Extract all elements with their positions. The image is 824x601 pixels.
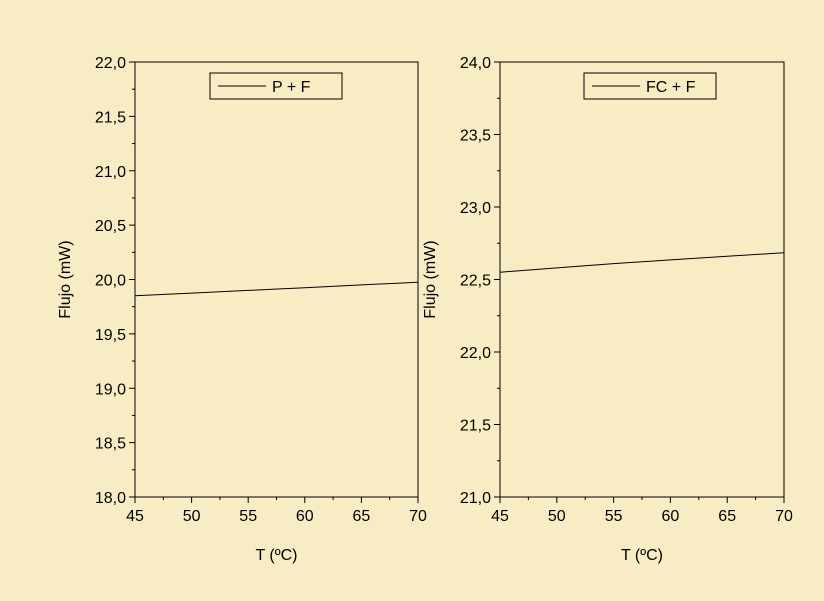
x-tick-label: 60	[296, 508, 314, 525]
plot-area-frame	[134, 61, 419, 498]
chart-flujo-p-f: 45 50 55 60 65 70 18,0 18,5 19,0 19,5 20,0 20,5 21,0…	[57, 55, 427, 564]
x-tick-label: 70	[775, 508, 793, 525]
y-tick-label: 19,5	[95, 327, 126, 344]
y-tick-label: 21,5	[460, 418, 491, 435]
x-tick-label: 50	[548, 508, 566, 525]
y-tick-label: 18,5	[95, 436, 126, 453]
x-tick-label: 55	[239, 508, 257, 525]
series-group	[134, 281, 419, 297]
x-axis-title: T (ºC)	[256, 547, 298, 564]
x-tick-label: 45	[126, 508, 144, 525]
axis-ticks: 45 50 55 60 65 70 21,0 21,5 22,0 22,5 23,0 23,5 24,0	[460, 55, 793, 525]
legend-box	[209, 72, 343, 100]
plot-area-frame	[499, 61, 785, 498]
y-tick-label: 20,5	[95, 218, 126, 235]
x-tick-label: 65	[718, 508, 736, 525]
y-tick-label: 18,0	[95, 490, 126, 507]
legend: P + F	[209, 72, 343, 100]
x-tick-label: 55	[605, 508, 623, 525]
y-tick-label: 22,0	[460, 345, 491, 362]
legend-label: P + F	[272, 79, 311, 96]
series-line	[134, 281, 419, 297]
axis-ticks: 45 50 55 60 65 70 18,0 18,5 19,0 19,5 20,0 20,5 21,0…	[95, 55, 427, 525]
y-tick-label: 23,5	[460, 128, 491, 145]
x-tick-label: 60	[662, 508, 680, 525]
y-tick-label: 20,0	[95, 273, 126, 290]
y-tick-label: 22,5	[460, 273, 491, 290]
legend-label: FC + F	[646, 79, 696, 96]
x-tick-label: 70	[409, 508, 427, 525]
x-axis-title: T (ºC)	[621, 547, 663, 564]
y-tick-label: 21,0	[460, 490, 491, 507]
legend-box	[583, 72, 717, 100]
y-tick-label: 24,0	[460, 55, 491, 72]
y-tick-label: 21,5	[95, 109, 126, 126]
y-tick-label: 19,0	[95, 381, 126, 398]
y-tick-label: 22,0	[95, 55, 126, 72]
x-tick-label: 50	[183, 508, 201, 525]
x-tick-label: 65	[353, 508, 371, 525]
series-line	[499, 252, 785, 273]
y-axis-title: Flujo (mW)	[57, 240, 74, 318]
series-group	[499, 252, 785, 273]
y-axis-title: Flujo (mW)	[422, 240, 439, 318]
legend: FC + F	[583, 72, 717, 100]
y-tick-label: 21,0	[95, 164, 126, 181]
chart-flujo-fc-f: 45 50 55 60 65 70 21,0 21,5 22,0 22,5 23,0 23,5 24,0…	[422, 55, 793, 564]
y-tick-label: 23,0	[460, 200, 491, 217]
x-tick-label: 45	[491, 508, 509, 525]
